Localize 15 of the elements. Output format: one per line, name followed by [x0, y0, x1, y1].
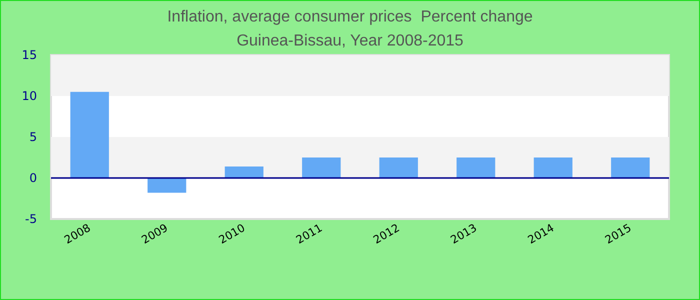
bar — [456, 158, 496, 178]
y-tick-label: 5 — [29, 130, 37, 144]
bar — [302, 158, 341, 178]
chart-title: Inflation, average consumer prices Percent change — [167, 8, 533, 26]
y-tick-label: 10 — [22, 89, 37, 103]
y-tick-label: -5 — [25, 212, 37, 226]
bar — [534, 158, 572, 178]
bar — [148, 178, 186, 193]
bar — [379, 158, 418, 178]
bar — [70, 92, 109, 178]
chart-subtitle: Guinea-Bissau, Year 2008-2015 — [236, 32, 464, 50]
y-tick-label: 15 — [22, 48, 37, 62]
y-tick-label: 0 — [29, 171, 37, 185]
bar — [611, 158, 650, 178]
bar — [224, 166, 264, 178]
